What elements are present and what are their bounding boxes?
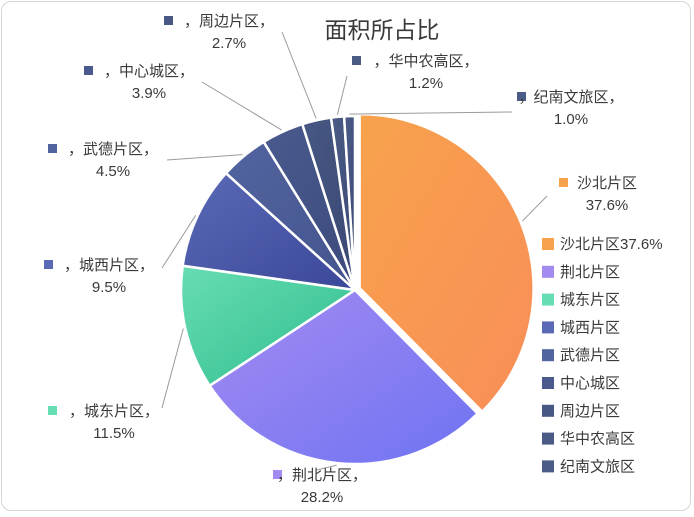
leader-line-3 <box>161 328 184 409</box>
legend-item-9: 纪南文旅区 <box>560 458 635 475</box>
legend-swatch-3 <box>542 293 554 306</box>
legend-swatch-5 <box>542 349 554 362</box>
legend-item-8: 华中农高区 <box>560 431 635 448</box>
data-label-value-2: 28.2% <box>301 489 344 506</box>
label-swatch-4 <box>44 260 53 269</box>
label-swatch-1 <box>559 178 568 187</box>
data-label-value-4: 9.5% <box>92 279 126 296</box>
legend-swatch-7 <box>542 404 554 417</box>
data-label-name-3: ，城东片区， <box>69 403 159 420</box>
data-label-name-4: ，城西片区， <box>64 257 154 274</box>
data-label-value-9: 1.0% <box>554 111 588 128</box>
legend-item-7: 周边片区 <box>560 403 620 420</box>
data-label-value-1: 37.6% <box>586 197 629 214</box>
pie-slice-9 <box>342 114 357 291</box>
label-swatch-8 <box>352 56 361 65</box>
data-label-name-5: ，武德片区， <box>68 140 158 158</box>
legend-item-6: 中心城区 <box>560 375 620 392</box>
leader-line-5 <box>166 154 243 161</box>
data-label-value-6: 3.9% <box>132 85 166 102</box>
data-label-value-3: 11.5% <box>93 425 134 442</box>
label-swatch-9 <box>517 92 526 101</box>
leader-lines <box>161 31 548 471</box>
data-label-name-6: ，中心城区， <box>104 63 194 80</box>
legend-swatch-4 <box>542 321 554 334</box>
data-label-value-7: 2.7% <box>212 35 246 52</box>
leader-line-7 <box>281 31 317 119</box>
label-swatch-2 <box>273 470 282 479</box>
pie-slice-1 <box>358 112 535 414</box>
leader-line-6 <box>201 81 282 131</box>
legend-item-5: 武德片区 <box>560 346 620 364</box>
legend-item-4: 城西片区 <box>560 319 620 336</box>
legend-item-2: 荆北片区 <box>560 264 620 281</box>
label-swatch-6 <box>84 66 93 75</box>
chart-title: 面积所占比 <box>325 17 440 43</box>
pie-slices <box>179 112 535 466</box>
data-label-name-8: ，华中农高区， <box>373 53 478 70</box>
pie-slice-2 <box>207 288 480 466</box>
legend: 沙北片区37.6% 荆北片区城东片区城西片区武德片区中心城区周边片区华中农高区纪南… <box>542 236 663 475</box>
leader-line-4 <box>161 215 197 269</box>
legend-item-3: 城东片区 <box>560 292 620 309</box>
data-label-value-5: 4.5% <box>96 163 130 180</box>
label-swatch-3 <box>48 406 57 415</box>
legend-swatch-6 <box>542 377 554 389</box>
legend-item-1: 沙北片区37.6% <box>560 236 663 253</box>
leader-line-2 <box>316 464 337 471</box>
leader-line-1 <box>522 195 548 222</box>
label-swatch-5 <box>48 144 57 153</box>
data-label-name-7: ，周边片区， <box>184 13 274 30</box>
pie-slice-3 <box>179 264 359 388</box>
legend-swatch-8 <box>542 432 554 445</box>
legend-swatch-9 <box>542 460 554 473</box>
pie-slice-4 <box>181 171 359 292</box>
leader-line-9 <box>349 111 513 115</box>
legend-swatch-2 <box>542 265 554 278</box>
data-labels: 沙北片区 37.6% ，荆北片区， 28.2% ，城东片区， 11.5% ，城西片区， 9.5… <box>44 13 637 506</box>
label-swatch-7 <box>164 16 173 25</box>
data-label-name-2: ，荆北片区， <box>277 467 367 484</box>
data-label-name-9: ，纪南文旅区， <box>518 89 623 106</box>
legend-swatch-1 <box>542 238 554 250</box>
leader-line-8 <box>336 75 348 116</box>
data-label-name-1: 沙北片区 <box>577 175 637 192</box>
data-label-value-8: 1.2% <box>409 75 443 92</box>
